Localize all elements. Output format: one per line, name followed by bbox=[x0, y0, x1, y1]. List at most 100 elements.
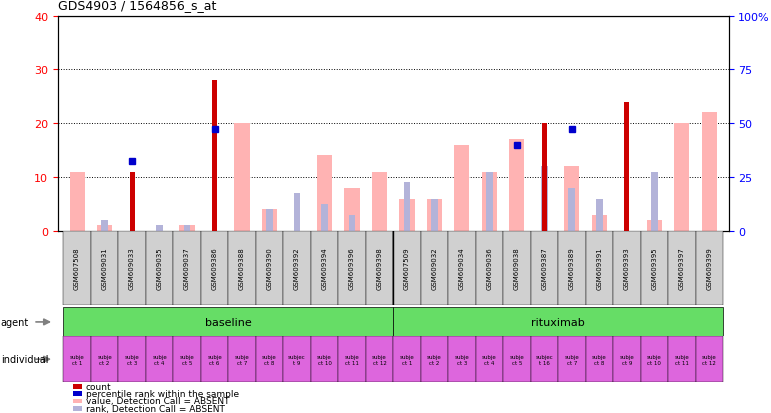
Text: GSM609035: GSM609035 bbox=[157, 247, 163, 290]
Bar bbox=[118, 337, 146, 382]
Text: GSM607508: GSM607508 bbox=[74, 247, 80, 290]
Bar bbox=[156, 226, 163, 231]
Text: subje
ct 8: subje ct 8 bbox=[262, 354, 277, 365]
Bar bbox=[564, 167, 580, 231]
Bar bbox=[503, 337, 530, 382]
Bar bbox=[421, 231, 448, 306]
Text: subje
ct 2: subje ct 2 bbox=[427, 354, 442, 365]
Bar bbox=[256, 337, 283, 382]
Bar bbox=[63, 308, 393, 337]
Text: subje
ct 7: subje ct 7 bbox=[564, 354, 579, 365]
Text: agent: agent bbox=[1, 317, 29, 327]
Bar bbox=[510, 140, 524, 231]
Text: subje
ct 11: subje ct 11 bbox=[345, 354, 359, 365]
Bar bbox=[200, 231, 228, 306]
Bar bbox=[541, 167, 548, 231]
Text: GSM609037: GSM609037 bbox=[184, 247, 190, 290]
Text: subje
ct 6: subje ct 6 bbox=[207, 354, 222, 365]
Bar bbox=[97, 226, 112, 231]
Text: count: count bbox=[86, 382, 111, 392]
Bar bbox=[228, 337, 256, 382]
Text: GSM609033: GSM609033 bbox=[129, 247, 135, 290]
Bar bbox=[641, 231, 668, 306]
Bar bbox=[613, 231, 641, 306]
Text: subje
ct 3: subje ct 3 bbox=[125, 354, 140, 365]
Bar bbox=[427, 199, 442, 231]
Bar bbox=[283, 231, 311, 306]
Bar bbox=[403, 183, 410, 231]
Bar bbox=[558, 231, 586, 306]
Bar bbox=[146, 231, 173, 306]
Bar bbox=[212, 81, 217, 231]
Bar bbox=[348, 215, 355, 231]
Text: subje
ct 2: subje ct 2 bbox=[97, 354, 112, 365]
Bar bbox=[702, 113, 717, 231]
Text: GSM609394: GSM609394 bbox=[322, 247, 328, 290]
Text: GSM609386: GSM609386 bbox=[211, 247, 217, 290]
Bar bbox=[641, 337, 668, 382]
Bar bbox=[234, 124, 250, 231]
Text: GSM609036: GSM609036 bbox=[487, 247, 493, 290]
Bar bbox=[476, 337, 503, 382]
Bar bbox=[183, 226, 190, 231]
Bar bbox=[668, 231, 695, 306]
Bar bbox=[338, 231, 365, 306]
Text: GSM609390: GSM609390 bbox=[267, 247, 272, 290]
Text: GSM609388: GSM609388 bbox=[239, 247, 245, 290]
Bar bbox=[311, 337, 338, 382]
Text: individual: individual bbox=[1, 354, 49, 364]
Bar bbox=[69, 172, 85, 231]
Text: baseline: baseline bbox=[205, 317, 251, 327]
Bar bbox=[675, 124, 689, 231]
Text: subje
ct 4: subje ct 4 bbox=[482, 354, 497, 365]
Bar bbox=[530, 337, 558, 382]
Text: subjec
t 16: subjec t 16 bbox=[536, 354, 554, 365]
Text: GSM609389: GSM609389 bbox=[569, 247, 575, 290]
Bar bbox=[530, 231, 558, 306]
Text: rank, Detection Call = ABSENT: rank, Detection Call = ABSENT bbox=[86, 404, 224, 413]
Bar bbox=[399, 199, 415, 231]
Bar bbox=[101, 221, 108, 231]
Text: GSM609032: GSM609032 bbox=[432, 247, 437, 290]
Text: percentile rank within the sample: percentile rank within the sample bbox=[86, 389, 239, 399]
Bar bbox=[596, 199, 603, 231]
Text: subje
ct 10: subje ct 10 bbox=[647, 354, 662, 365]
Text: rituximab: rituximab bbox=[531, 317, 585, 327]
Bar bbox=[345, 188, 359, 231]
Bar bbox=[338, 337, 365, 382]
Bar bbox=[695, 337, 723, 382]
Bar bbox=[63, 231, 91, 306]
Bar bbox=[91, 231, 118, 306]
Bar bbox=[586, 337, 613, 382]
Text: GSM609398: GSM609398 bbox=[376, 247, 382, 290]
Bar bbox=[613, 337, 641, 382]
Bar bbox=[647, 221, 662, 231]
Text: subje
ct 8: subje ct 8 bbox=[592, 354, 607, 365]
Text: subje
ct 9: subje ct 9 bbox=[620, 354, 635, 365]
Text: subje
ct 5: subje ct 5 bbox=[180, 354, 194, 365]
Bar bbox=[317, 156, 332, 231]
Bar bbox=[173, 231, 200, 306]
Bar bbox=[393, 308, 723, 337]
Bar bbox=[200, 337, 228, 382]
Bar bbox=[180, 226, 194, 231]
Bar bbox=[365, 231, 393, 306]
Text: subje
ct 3: subje ct 3 bbox=[455, 354, 470, 365]
Text: GSM609395: GSM609395 bbox=[651, 247, 658, 290]
Text: GSM609392: GSM609392 bbox=[294, 247, 300, 290]
Bar bbox=[393, 231, 421, 306]
Bar bbox=[262, 210, 277, 231]
Bar bbox=[668, 337, 695, 382]
Text: GSM609387: GSM609387 bbox=[541, 247, 547, 290]
Text: subje
ct 4: subje ct 4 bbox=[152, 354, 167, 365]
Bar bbox=[482, 172, 497, 231]
Text: subje
ct 5: subje ct 5 bbox=[510, 354, 524, 365]
Bar bbox=[476, 231, 503, 306]
Bar bbox=[372, 172, 387, 231]
Bar bbox=[454, 145, 470, 231]
Text: subje
ct 12: subje ct 12 bbox=[372, 354, 387, 365]
Text: GSM609396: GSM609396 bbox=[349, 247, 355, 290]
Text: value, Detection Call = ABSENT: value, Detection Call = ABSENT bbox=[86, 396, 229, 406]
Text: subje
ct 1: subje ct 1 bbox=[69, 354, 85, 365]
Bar bbox=[486, 172, 493, 231]
